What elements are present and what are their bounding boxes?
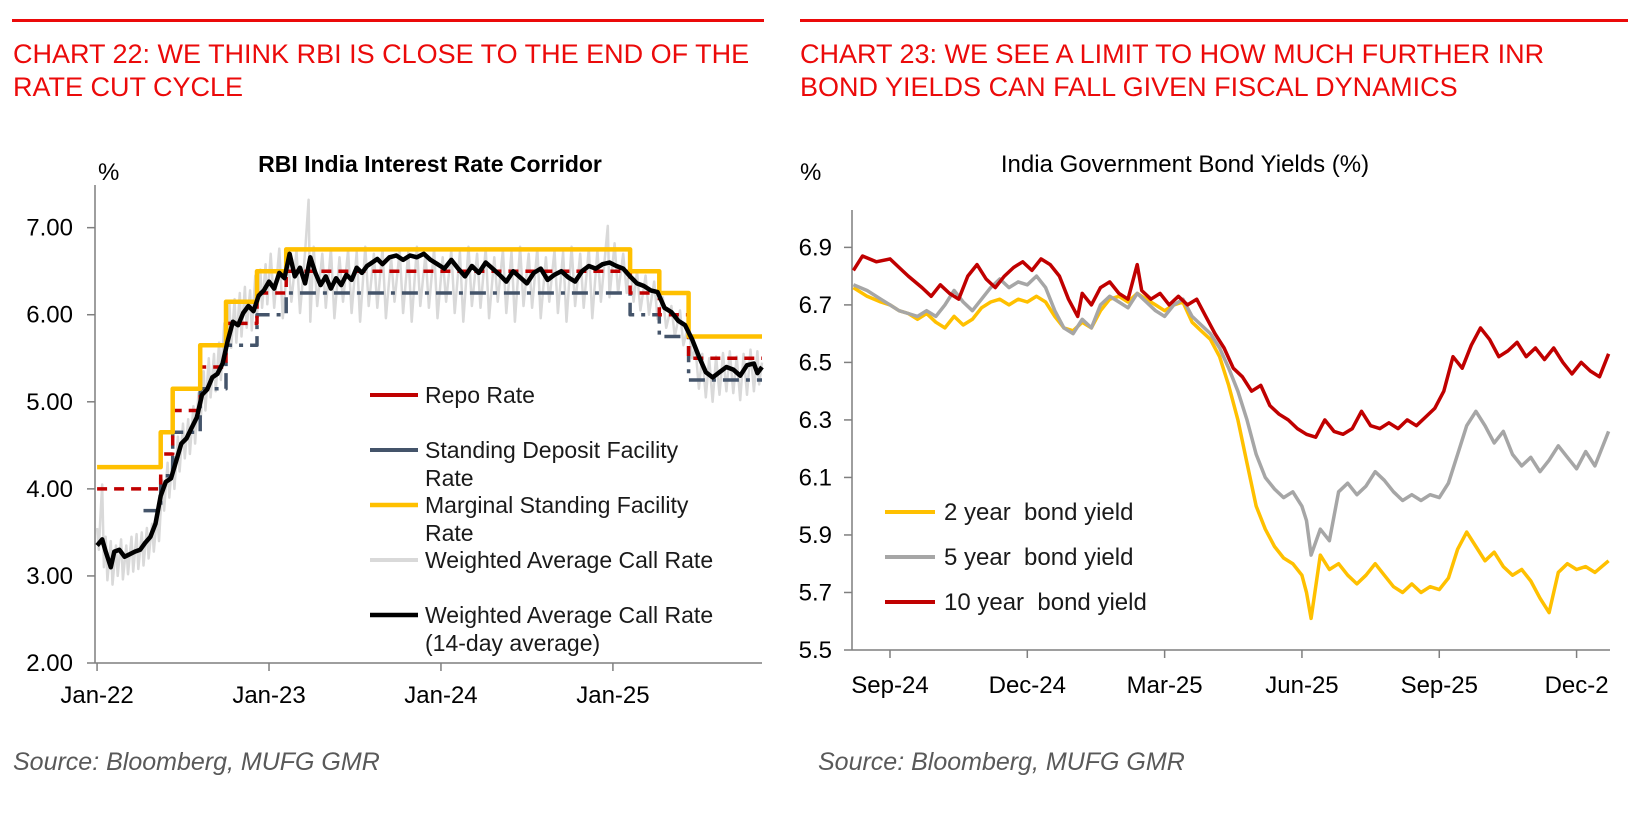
y-tick-label: 5.7 <box>799 579 832 606</box>
chart23-heading-line2: BOND YIELDS CAN FALL GIVEN FISCAL DYNAMI… <box>800 72 1458 102</box>
x-tick-label: Jan-25 <box>576 682 649 709</box>
x-tick-label: Dec-2 <box>1545 672 1609 699</box>
chart22-heading-line2: RATE CUT CYCLE <box>13 72 244 102</box>
legend-label-standing-deposit-facility-rate: Standing Deposit Facility <box>425 437 679 463</box>
x-tick-label: Jan-24 <box>404 682 477 709</box>
series-weighted-average-call-rate-14-day-average <box>95 251 764 570</box>
x-axis: Sep-24 Dec-24 Mar-25 Jun-25 Sep-25 Dec-2 <box>851 650 1609 699</box>
chart22-source: Source: Bloomberg, MUFG GMR <box>13 748 380 776</box>
legend-label-marginal-standing-facility-rate: Marginal Standing Facility <box>425 492 689 518</box>
x-tick-label: Jan-22 <box>60 682 133 709</box>
axes <box>94 185 762 664</box>
x-tick-label: Sep-24 <box>851 672 928 699</box>
legend-label-marginal-standing-facility-rate: Rate <box>425 520 474 546</box>
chart22-heading-line1: CHART 22: WE THINK RBI IS CLOSE TO THE E… <box>13 39 750 69</box>
x-tick-label: Jun-25 <box>1265 672 1338 699</box>
x-tick-label: Jan-23 <box>232 682 305 709</box>
y-tick-label: 7.00 <box>26 215 73 242</box>
y-axis: 2.00 3.00 4.00 5.00 6.00 7.00 <box>26 215 95 677</box>
legend-label-weighted-average-call-rate-14-day-average: Weighted Average Call Rate <box>425 602 713 628</box>
y-tick-label: 5.9 <box>799 522 832 549</box>
y-tick-label: 6.7 <box>799 292 832 319</box>
chart22-svg: RBI India Interest Rate Corridor% 2.00 3.0… <box>26 151 764 709</box>
series-repo-rate <box>97 269 762 491</box>
legend-label-standing-deposit-facility-rate: Rate <box>425 465 474 491</box>
x-tick-label: Dec-24 <box>989 672 1066 699</box>
legend-label-repo-rate: Repo Rate <box>425 382 535 408</box>
legend-label-2-year-bond-yield: 2 year bond yield <box>944 499 1133 526</box>
y-tick-label: 6.00 <box>26 302 73 329</box>
y-tick-label: 6.5 <box>799 349 832 376</box>
chart22-heading: CHART 22: WE THINK RBI IS CLOSE TO THE E… <box>13 38 778 104</box>
axes <box>851 210 1610 651</box>
series-marginal-standing-facility-rate <box>97 247 762 470</box>
chart-title-1: RBI India Interest Rate Corridor <box>258 151 602 177</box>
top-rule-right <box>800 19 1628 22</box>
legend-label-10-year-bond-yield: 10 year bond yield <box>944 589 1147 616</box>
y-axis: 5.5 5.7 5.9 6.1 6.3 6.5 6.7 6.9 <box>799 234 852 664</box>
left-panel: CHART 22: WE THINK RBI IS CLOSE TO THE E… <box>0 0 785 838</box>
y-tick-label: 6.1 <box>799 464 832 491</box>
chart-title-2: India Government Bond Yields (%) <box>1001 151 1369 178</box>
y-tick-label: 5.5 <box>799 637 832 664</box>
y-tick-label: 4.00 <box>26 476 73 503</box>
chart23-heading-line1: CHART 23: WE SEE A LIMIT TO HOW MUCH FUR… <box>800 39 1545 69</box>
top-rule-left <box>12 19 764 22</box>
legend: 2 year bond yield 5 year bond yield 10 yea… <box>885 499 1147 616</box>
chart23-heading: CHART 23: WE SEE A LIMIT TO HOW MUCH FUR… <box>800 38 1636 104</box>
y-tick-label: 6.3 <box>799 407 832 434</box>
series-2-year-bond-yield <box>852 286 1610 621</box>
y-tick-label: 2.00 <box>26 650 73 677</box>
series-5-year-bond-yield <box>852 274 1611 557</box>
series-10-year-bond-yield <box>851 254 1611 439</box>
y-axis-unit-label: % <box>98 159 119 186</box>
y-tick-label: 5.00 <box>26 389 73 416</box>
y-axis-unit-label: % <box>800 159 821 186</box>
y-tick-label: 3.00 <box>26 563 73 590</box>
right-panel: CHART 23: WE SEE A LIMIT TO HOW MUCH FUR… <box>785 0 1636 838</box>
x-tick-label: Mar-25 <box>1127 672 1203 699</box>
x-axis: Jan-22 Jan-23 Jan-24 Jan-25 <box>60 663 650 709</box>
chart23-source: Source: Bloomberg, MUFG GMR <box>818 748 1185 776</box>
legend-label-5-year-bond-yield: 5 year bond yield <box>944 544 1133 571</box>
y-tick-label: 6.9 <box>799 234 832 261</box>
series-weighted-average-call-rate <box>95 198 764 586</box>
legend-label-weighted-average-call-rate: Weighted Average Call Rate <box>425 547 713 573</box>
chart23-svg: India Government Bond Yields (%)%5.55.75… <box>799 151 1611 699</box>
legend-label-weighted-average-call-rate-14-day-average: (14-day average) <box>425 630 600 656</box>
x-tick-label: Sep-25 <box>1401 672 1478 699</box>
